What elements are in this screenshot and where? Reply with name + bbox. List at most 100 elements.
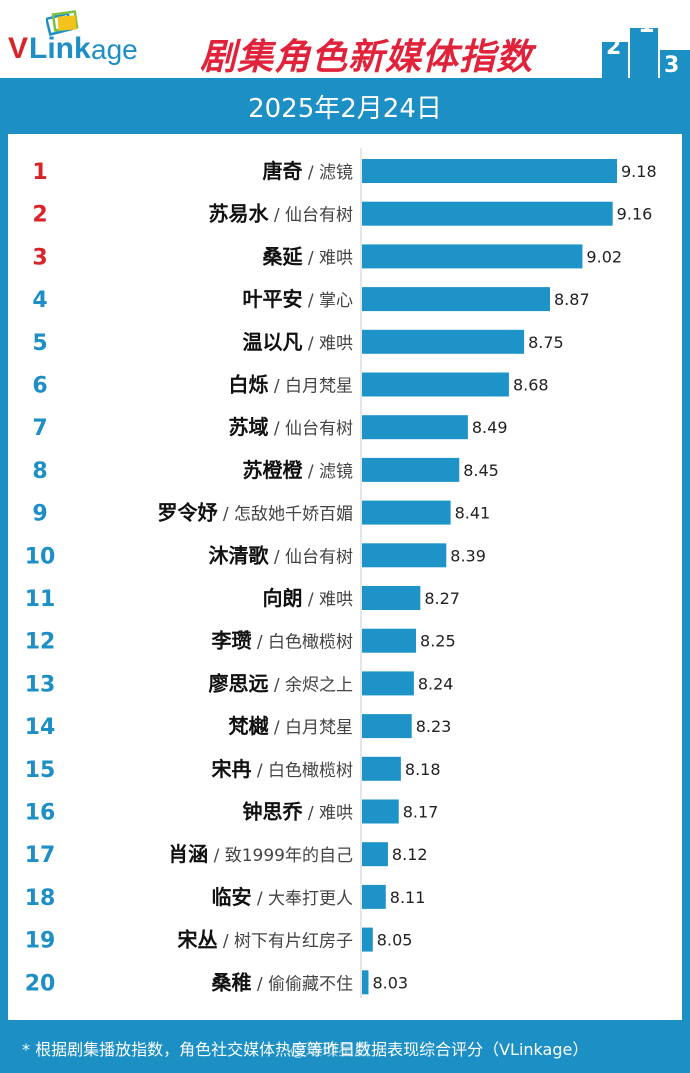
character-name: 桑稚 [211,970,251,994]
drama-name: / 大奉打更人 [251,889,353,909]
value-label: 8.11 [390,888,426,907]
value-label: 9.02 [586,247,622,266]
ranking-row: 8 苏橙橙 / 滤镜 8.45 [32,457,499,484]
ranking-row: 6 白烁 / 白月梵星 8.68 [32,372,549,399]
bar [362,287,551,312]
character-name: 宋冉 [211,757,251,781]
value-label: 8.49 [472,418,508,437]
character-name: 肖涵 [168,842,208,866]
character-name: 桑延 [262,244,303,268]
rank-number: 6 [32,374,47,399]
rank-number: 17 [25,843,56,868]
ranking-row: 1 唐奇 / 滤镜 9.18 [32,159,657,185]
rank-number: 9 [32,502,47,527]
ranking-row: 4 叶平安 / 掌心 8.87 [32,287,590,313]
logo-text-v: V [8,32,29,65]
right-border [682,134,690,1020]
bar [362,671,414,696]
bar [362,201,613,226]
ranking-row: 13 廖思远 / 余烬之上 8.24 [25,671,453,697]
ranking-row: 11 向朗 / 难哄 8.27 [25,586,460,612]
drama-name: / 仙台有树 [268,547,353,567]
rank-number: 2 [32,203,47,228]
value-label: 8.25 [420,632,456,651]
bar [362,884,386,909]
value-label: 8.05 [377,931,413,950]
character-name: 钟思乔 [242,800,303,824]
rank-number: 20 [25,971,56,996]
ranking-row: 5 温以凡 / 难哄 8.75 [32,329,564,356]
rank-number: 5 [32,331,47,356]
bar [362,372,509,397]
value-label: 8.18 [405,760,441,779]
category-label: 苏橙橙 / 滤镜 [242,458,353,482]
ranking-row: 17 肖涵 / 致1999年的自己 8.12 [25,842,428,868]
category-label: 廖思远 / 余烬之上 [208,671,353,695]
drama-name: / 仙台有树 [268,206,353,226]
drama-name: / 难哄 [302,248,353,268]
category-label: 唐奇 / 滤镜 [262,159,353,183]
category-label: 梵樾 / 白月梵星 [228,714,353,738]
rank-number: 14 [25,715,56,740]
drama-name: / 掌心 [302,291,353,311]
ranking-row: 9 罗令妤 / 怎敌她千娇百媚 8.41 [32,500,490,527]
footer: * 根据剧集播放指数，角色社交媒体热度等昨日数据表现综合评分（VLinkage）… [0,1020,690,1073]
value-label: 9.18 [621,162,657,181]
logo-frames-icon [46,10,79,36]
character-name: 白烁 [228,373,268,397]
value-label: 8.39 [450,546,486,565]
drama-name: / 难哄 [302,590,353,610]
category-label: 苏易水 / 仙台有树 [208,202,353,226]
bar [362,329,525,354]
rank-number: 13 [25,672,56,697]
ranking-row: 7 苏域 / 仙台有树 8.49 [32,415,508,441]
character-name: 罗令妤 [157,501,218,525]
footer-note: * 根据剧集播放指数，角色社交媒体热度等昨日数据表现综合评分（VLinkage） [22,1040,589,1059]
value-label: 8.87 [554,290,590,309]
drama-name: / 致1999年的自己 [208,846,353,866]
character-name: 温以凡 [242,330,302,354]
ranking-row: 12 李瓒 / 白色橄榄树 8.25 [25,628,456,655]
category-label: 李瓒 / 白色橄榄树 [210,629,353,653]
ranking-bar-chart: 1 唐奇 / 滤镜 9.18 2 苏易水 / 仙台有树 9.16 3 桑延 / 难哄 9.02 4… [25,148,657,998]
podium-label-3: 3 [664,53,679,78]
ranking-row: 16 钟思乔 / 难哄 8.17 [25,799,438,826]
ranking-row: 19 宋丛 / 树下有片红房子 8.05 [25,927,413,954]
drama-name: / 白色橄榄树 [251,761,353,781]
category-label: 苏域 / 仙台有树 [228,415,353,439]
bar [362,543,447,568]
rank-number: 4 [32,288,47,313]
value-label: 8.27 [424,589,460,608]
ranking-row: 18 临安 / 大奉打更人 8.11 [25,884,426,911]
character-name: 向朗 [262,586,302,610]
character-name: 唐奇 [262,159,302,183]
drama-name: / 树下有片红房子 [217,932,353,952]
bar [362,500,451,525]
ranking-row: 14 梵樾 / 白月梵星 8.23 [25,714,452,740]
logo-text-link: Link [29,32,91,65]
value-label: 8.45 [463,461,499,480]
rank-number: 11 [25,587,56,612]
ranking-row: 15 宋冉 / 白色橄榄树 8.18 [25,756,441,783]
drama-name: / 滤镜 [302,163,353,183]
drama-name: / 余烬之上 [268,675,353,695]
drama-name: / 仙台有树 [268,419,353,439]
podium-label-2: 2 [606,35,621,60]
podium-label-1: 1 [638,10,655,38]
header: V Link age 剧集角色新媒体指数 2 1 3 [0,0,690,78]
bar [362,927,373,952]
ranking-row: 3 桑延 / 难哄 9.02 [32,244,622,270]
category-label: 宋丛 / 树下有片红房子 [177,928,353,952]
ranking-row: 10 沐清歌 / 仙台有树 8.39 [25,543,486,569]
character-name: 临安 [211,885,251,909]
character-name: 宋丛 [177,928,217,952]
character-name: 沐清歌 [208,543,269,567]
category-label: 温以凡 / 难哄 [242,330,353,354]
category-label: 叶平安 / 掌心 [242,287,353,311]
character-name: 苏域 [228,415,268,439]
bar [362,159,617,183]
value-label: 8.23 [416,717,452,736]
category-label: 肖涵 / 致1999年的自己 [168,842,353,866]
rank-number: 1 [32,160,47,185]
category-label: 宋冉 / 白色橄榄树 [211,757,353,781]
